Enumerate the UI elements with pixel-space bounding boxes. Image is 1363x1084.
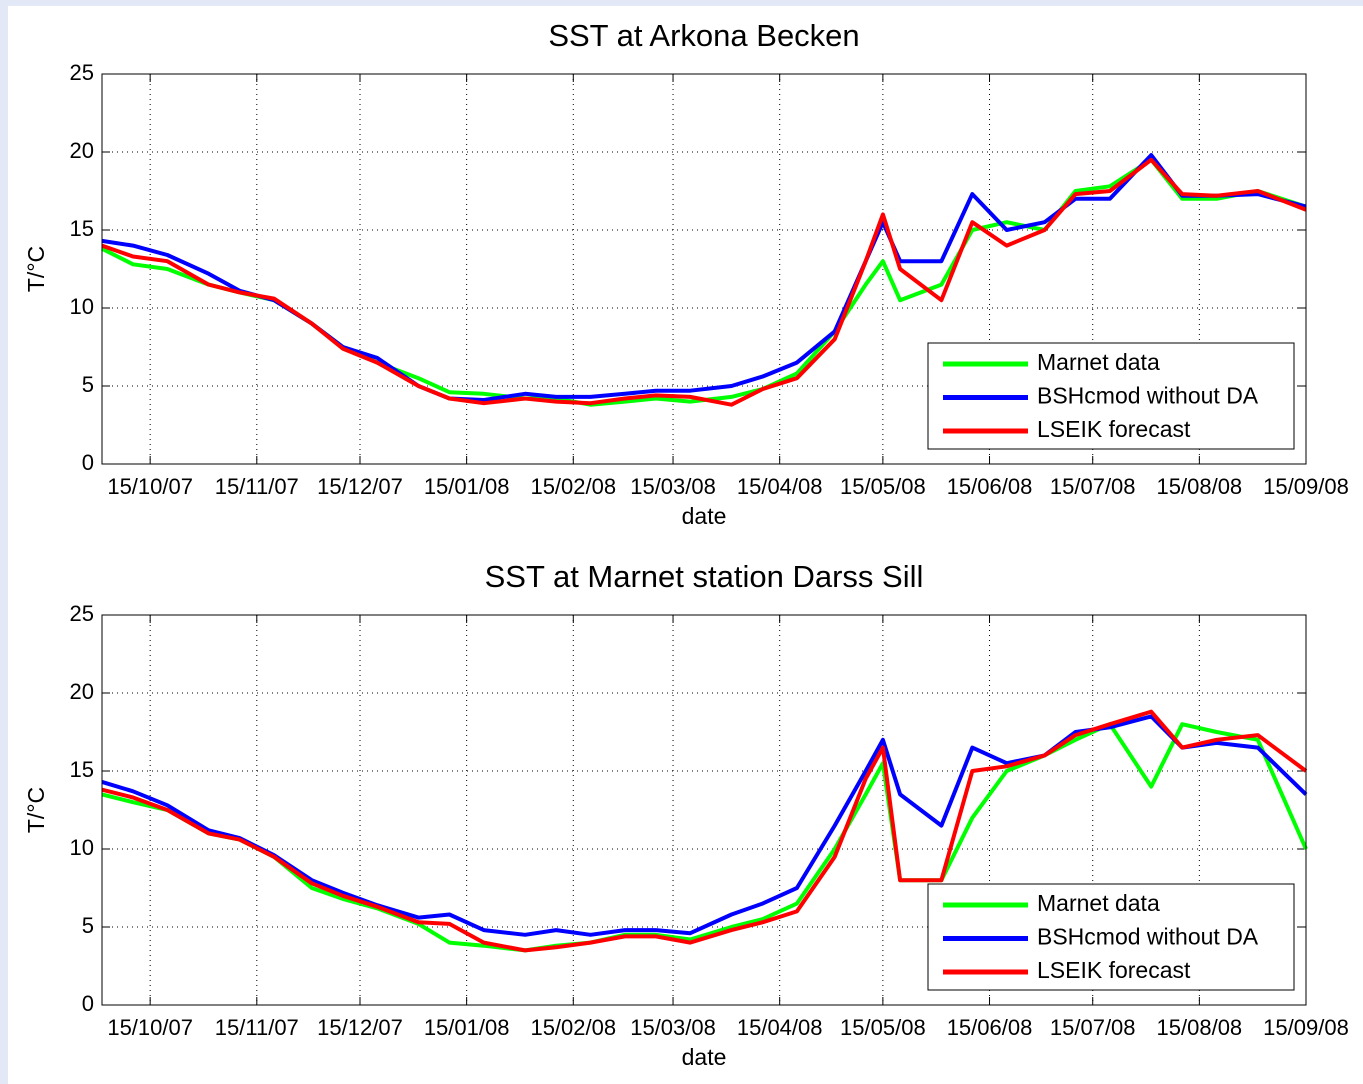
series-line xyxy=(101,709,1308,953)
x-tick-label: 15/05/08 xyxy=(840,1015,926,1040)
x-tick-label: 15/06/08 xyxy=(947,1015,1033,1040)
y-tick-label: 15 xyxy=(70,216,94,241)
x-tick-label: 15/07/08 xyxy=(1050,1015,1136,1040)
chart-title: SST at Arkona Becken xyxy=(548,18,859,53)
plot-frame xyxy=(101,614,1307,1006)
y-tick-label: 20 xyxy=(70,138,94,163)
x-tick-label: 15/08/08 xyxy=(1157,1015,1243,1040)
series-line xyxy=(101,722,1308,953)
legend-label: BSHcmod without DA xyxy=(1037,924,1259,950)
x-tick-label: 15/09/08 xyxy=(1263,474,1349,499)
legend-label: LSEIK forecast xyxy=(1037,957,1191,983)
x-tick-label: 15/09/08 xyxy=(1263,1015,1349,1040)
legend-label: LSEIK forecast xyxy=(1037,416,1191,442)
x-tick-label: 15/04/08 xyxy=(737,474,823,499)
y-axis-label: T/°C xyxy=(23,246,49,292)
y-tick-label: 5 xyxy=(82,372,94,397)
x-tick-label: 15/07/08 xyxy=(1050,474,1136,499)
x-axis-label: date xyxy=(682,503,727,529)
legend-label: BSHcmod without DA xyxy=(1037,383,1259,409)
y-tick-label: 15 xyxy=(70,757,94,782)
x-tick-label: 15/02/08 xyxy=(530,1015,616,1040)
legend-label: Marnet data xyxy=(1037,349,1160,375)
x-tick-label: 15/12/07 xyxy=(317,1015,403,1040)
y-tick-label: 20 xyxy=(70,679,94,704)
x-tick-label: 15/06/08 xyxy=(947,474,1033,499)
x-tick-label: 15/10/07 xyxy=(107,474,193,499)
legend-label: Marnet data xyxy=(1037,890,1160,916)
y-axis-label: T/°C xyxy=(23,787,49,833)
x-tick-label: 15/05/08 xyxy=(840,474,926,499)
x-tick-label: 15/12/07 xyxy=(317,474,403,499)
x-tick-label: 15/03/08 xyxy=(630,474,716,499)
y-tick-label: 10 xyxy=(70,294,94,319)
x-tick-label: 15/04/08 xyxy=(737,1015,823,1040)
y-tick-label: 25 xyxy=(70,60,94,85)
x-tick-label: 15/08/08 xyxy=(1157,474,1243,499)
x-tick-label: 15/01/08 xyxy=(424,1015,510,1040)
chart-title: SST at Marnet station Darss Sill xyxy=(485,559,924,594)
x-tick-label: 15/03/08 xyxy=(630,1015,716,1040)
x-tick-label: 15/10/07 xyxy=(107,1015,193,1040)
y-tick-label: 10 xyxy=(70,835,94,860)
x-tick-label: 15/11/07 xyxy=(215,1015,299,1040)
y-tick-label: 0 xyxy=(82,450,94,475)
x-tick-label: 15/01/08 xyxy=(424,474,510,499)
x-tick-label: 15/11/07 xyxy=(215,474,299,499)
y-tick-label: 5 xyxy=(82,913,94,938)
y-tick-label: 0 xyxy=(82,991,94,1016)
x-tick-label: 15/02/08 xyxy=(530,474,616,499)
y-tick-label: 25 xyxy=(70,601,94,626)
series-line xyxy=(101,157,1307,407)
plot-frame xyxy=(101,73,1307,465)
x-axis-label: date xyxy=(682,1044,727,1070)
